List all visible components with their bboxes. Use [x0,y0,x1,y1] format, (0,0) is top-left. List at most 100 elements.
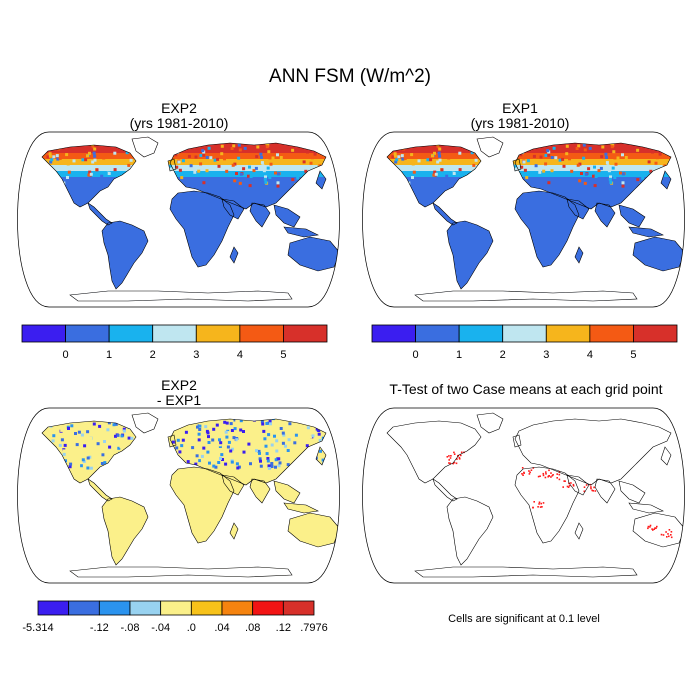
coast-japan [315,170,327,190]
colorbar-swatch [129,600,162,616]
colorbar-tick-label: -.08 [121,622,140,634]
colorbar-swatch [108,324,154,343]
colorbar-tick-label: .08 [245,622,260,634]
coast-antarctica [69,290,293,302]
coast-antarctica [414,290,638,302]
map-frame [17,131,340,308]
coast-arabia [566,474,590,496]
colorbar-swatch [239,324,284,343]
colorbar-tick-label: 2 [500,349,506,361]
band-3 [387,165,685,171]
coast-australia [287,236,340,272]
coast-centralAmerica [87,202,113,226]
colorbar-swatch [98,600,131,616]
map-frame [362,407,685,584]
colorbar-swatch [415,324,460,343]
coast-japan [315,446,327,466]
band-4 [387,171,685,177]
significance-note: Cells are significant at 0.1 level [448,613,600,625]
coast-japan [660,446,672,466]
coast-greenland [476,412,504,434]
colorbar-tick-label: .0 [187,622,196,634]
land-fill [42,137,340,301]
band-3 [42,165,340,171]
coast-newzealand [678,270,685,284]
colorbar-tick-label: 4 [237,349,243,361]
colorbar-swatch [65,324,110,343]
coast-india [249,202,271,228]
map-frame [362,131,685,308]
coast-seAsia [273,204,301,228]
coastlines [386,136,685,302]
coast-northAmerica [41,420,137,484]
figure-title: ANN FSM (W/m^2) [269,66,431,87]
coast-africa [169,466,235,544]
band-4 [42,171,340,177]
colorbar-swatch [221,600,254,616]
coast-australia [632,236,685,272]
colorbar-tick-label: 5 [280,349,286,361]
colorbar-swatch [502,324,547,343]
coast-africa [514,190,580,268]
colorbar-tick-label: 3 [193,349,199,361]
coast-uk [512,434,522,448]
coast-indonesia [283,226,319,238]
map-ttest [362,407,685,584]
colorbar-swatch [160,600,192,616]
colorbar-exp2: 0 1 2 3 4 5 [21,324,328,361]
coast-antarctica [69,566,293,578]
colorbar-exp1: 0 1 2 3 4 5 [371,324,678,361]
coast-eurasia [169,418,327,486]
coast-seAsia [618,204,646,228]
coast-japan [660,170,672,190]
colorbar-tick-label: .04 [214,622,229,634]
coast-indonesia [283,502,319,514]
colorbar-swatch [195,324,241,343]
coast-india [594,202,616,228]
coast-northAmerica [386,144,482,208]
panel-diff-title-line1: EXP2 [161,377,197,393]
colorbar-tick-label: .12 [276,622,291,634]
panel-diff-title-line2: - EXP1 [156,392,202,408]
coast-southAmerica [446,220,494,290]
panel-exp2-title-line1: EXP2 [161,100,197,116]
land-fill [387,137,685,301]
coast-newzealand [678,546,685,560]
coast-centralAmerica [432,478,458,502]
coast-southAmerica [446,496,494,566]
map-exp2 [17,131,340,308]
coast-arabia [221,198,245,220]
colorbar-swatch [633,324,678,343]
coast-africa [514,466,580,544]
coast-australia [287,512,340,548]
panel-exp1-title-line2: (yrs 1981-2010) [470,115,570,131]
coast-northAmerica [386,420,482,484]
coast-madagascar [229,522,239,540]
coast-seAsia [618,480,646,504]
coast-southAmerica [101,496,149,566]
colorbar-tick-label: -.04 [151,622,170,634]
colorbar-tick-label: 5 [630,349,636,361]
colorbar-swatch [545,324,591,343]
coast-uk [512,158,522,172]
coast-indonesia [628,226,664,238]
coast-africa [169,190,235,268]
coast-greenland [476,136,504,158]
panel-exp1-title-line1: EXP1 [502,100,538,116]
colorbar-swatch [252,600,284,616]
coast-madagascar [574,522,584,540]
panel-exp1-title: EXP1 (yrs 1981-2010) [420,101,620,131]
colorbar-swatch [152,324,197,343]
colorbar-swatch [21,324,66,343]
colorbar-swatch [589,324,634,343]
coast-india [249,478,271,504]
coast-seAsia [273,480,301,504]
land-fill [42,413,340,577]
coast-greenland [131,412,159,434]
band-2 [387,159,685,165]
coast-newzealand [333,546,340,560]
colorbar-tick-label: -5.314 [22,622,53,634]
panel-ttest-title: T-Test of two Case means at each grid po… [389,381,663,397]
colorbar-swatch [282,600,315,616]
coast-eurasia [514,418,672,486]
